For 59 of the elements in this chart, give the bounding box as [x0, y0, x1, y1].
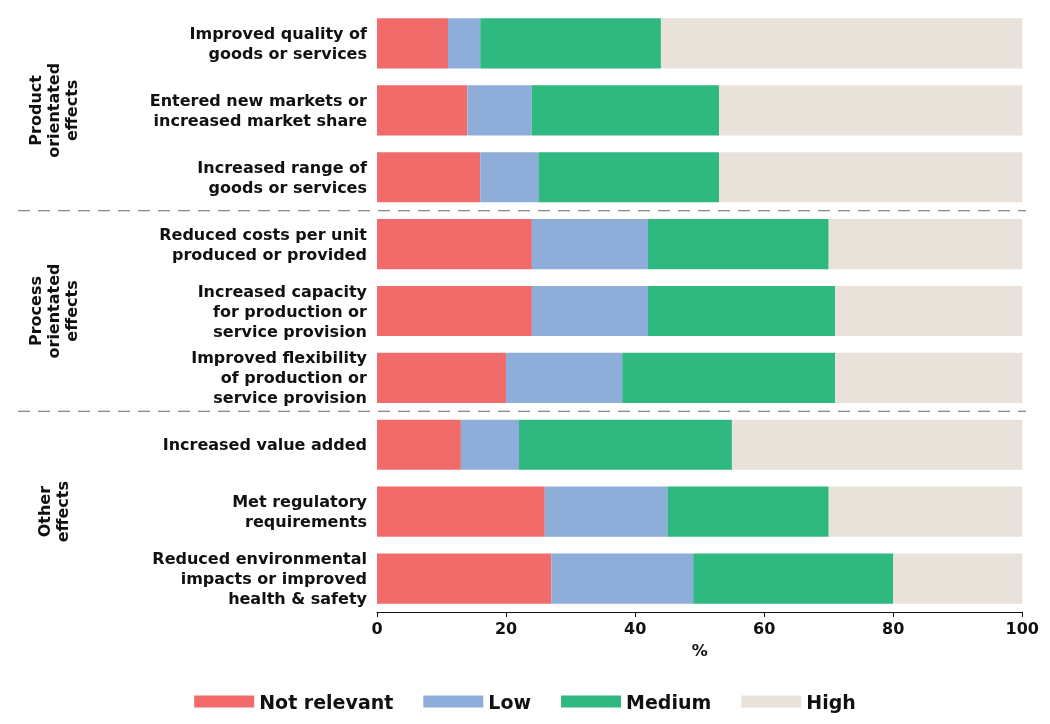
- legend-label: High: [806, 690, 856, 713]
- bar: [531, 85, 720, 136]
- x-tick-label: 20: [494, 618, 518, 638]
- bar: [693, 553, 894, 604]
- bar: [377, 285, 532, 337]
- bar: [622, 352, 836, 403]
- text: Process orientated effects: [25, 263, 81, 359]
- y-tick-label: Increased capacity for production or service provision: [197, 281, 368, 341]
- bar: [828, 219, 1023, 270]
- bar: [480, 18, 661, 69]
- bar: [377, 85, 468, 136]
- bar: [467, 85, 532, 136]
- bar: [660, 18, 1023, 69]
- text: Other effects: [34, 481, 72, 543]
- bar: [893, 553, 1023, 604]
- x-tick-label: 100: [1005, 618, 1039, 638]
- legend-label: Low: [488, 690, 532, 713]
- y-tick-label: Reduced environmental impacts or improved health & safety: [152, 549, 368, 609]
- y-tick-label: Met regulatory requirements: [232, 492, 368, 532]
- bar: [531, 219, 649, 270]
- bar: [377, 219, 532, 270]
- bar: [460, 419, 519, 470]
- bar: [377, 553, 552, 604]
- bar: [531, 285, 649, 337]
- bar: [719, 85, 1023, 136]
- x-axis-title: %: [691, 640, 708, 660]
- bar: [377, 419, 461, 470]
- bar: [538, 152, 720, 203]
- bar: [377, 152, 481, 203]
- bar: [828, 486, 1023, 537]
- bar: [377, 486, 545, 537]
- x-tick-label: 0: [371, 618, 383, 638]
- y-tick-label: Entered new markets or increased market share: [149, 90, 368, 130]
- text: Product orientated effects: [25, 62, 81, 158]
- bar: [719, 152, 1023, 203]
- bar: [731, 419, 1023, 470]
- x-tick-label: 80: [882, 618, 905, 638]
- bar: [835, 285, 1023, 337]
- bar: [648, 285, 836, 337]
- bar: [835, 352, 1023, 403]
- bar: [506, 352, 623, 403]
- y-tick-label: Improved flexibility of production or service provision: [191, 348, 368, 408]
- bar: [551, 553, 694, 604]
- y-tick-label: Reduced costs per unit produced or provided: [159, 224, 368, 264]
- legend-label: Medium: [626, 690, 712, 713]
- y-tick-label: Improved quality of goods or services: [189, 23, 369, 63]
- legend-label: Not relevant: [259, 690, 394, 713]
- bar: [480, 152, 539, 203]
- x-tick-label: 40: [623, 618, 647, 638]
- bar: [518, 419, 732, 470]
- x-tick-label: 60: [753, 618, 776, 638]
- y-tick-label: Increased range of goods or services: [197, 157, 369, 197]
- bar: [667, 486, 829, 537]
- bar: [377, 352, 507, 403]
- bar: [544, 486, 668, 537]
- y-tick-label: Increased value added: [162, 435, 367, 455]
- bar: [447, 18, 481, 69]
- bar: [377, 18, 448, 69]
- bar: [648, 219, 829, 270]
